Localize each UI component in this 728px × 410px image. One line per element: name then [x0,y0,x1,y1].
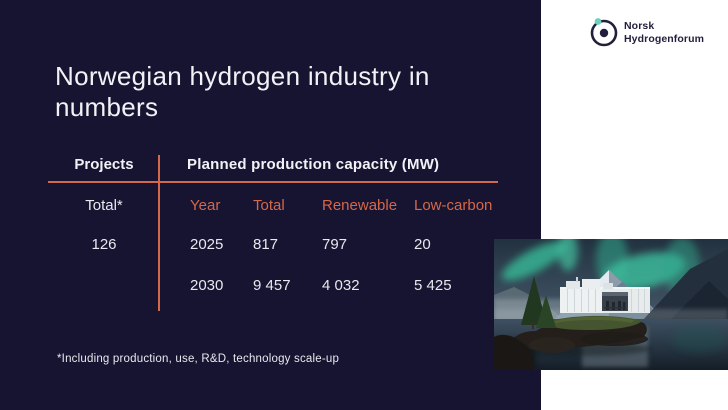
projects-total-value: 126 [91,236,117,253]
column-label-renewable: Renewable [322,197,398,214]
table-cell-total-2030: 9 457 [253,277,291,294]
logo-ring-icon [589,15,619,53]
column-label-total: Total [253,197,285,214]
column-label-low-carbon: Low-carbon [414,197,493,214]
logo-line2: Hydrogenforum [624,32,705,45]
table-cell-renewable-2025: 797 [322,236,348,253]
table-cell-lowcarbon-2025: 20 [414,236,431,253]
footnote: *Including production, use, R&D, technol… [57,353,340,365]
horizontal-rule [48,181,498,183]
table-cell-lowcarbon-2030: 5 425 [414,277,452,294]
logo-wordmark: Norsk Hydrogenforum [624,20,704,45]
logo-line1: Norsk [624,20,655,32]
table-cell-renewable-2030: 4 032 [322,277,360,294]
aurora-fjord-building-photo [494,239,728,370]
capacity-table-header: Planned production capacity (MW) [187,156,440,173]
dark-background-panel [0,0,541,410]
vertical-rule [158,155,160,311]
column-label-year: Year [190,197,221,214]
projects-column-header: Projects [74,156,134,173]
norsk-hydrogenforum-logo: Norsk Hydrogenforum [589,15,704,53]
projects-total-label: Total* [85,197,123,214]
table-cell-year-2030: 2030 [190,277,224,294]
table-cell-total-2025: 817 [253,236,279,253]
table-cell-year-2025: 2025 [190,236,224,253]
slide-title: Norwegian hydrogen industry in numbers [55,61,430,122]
